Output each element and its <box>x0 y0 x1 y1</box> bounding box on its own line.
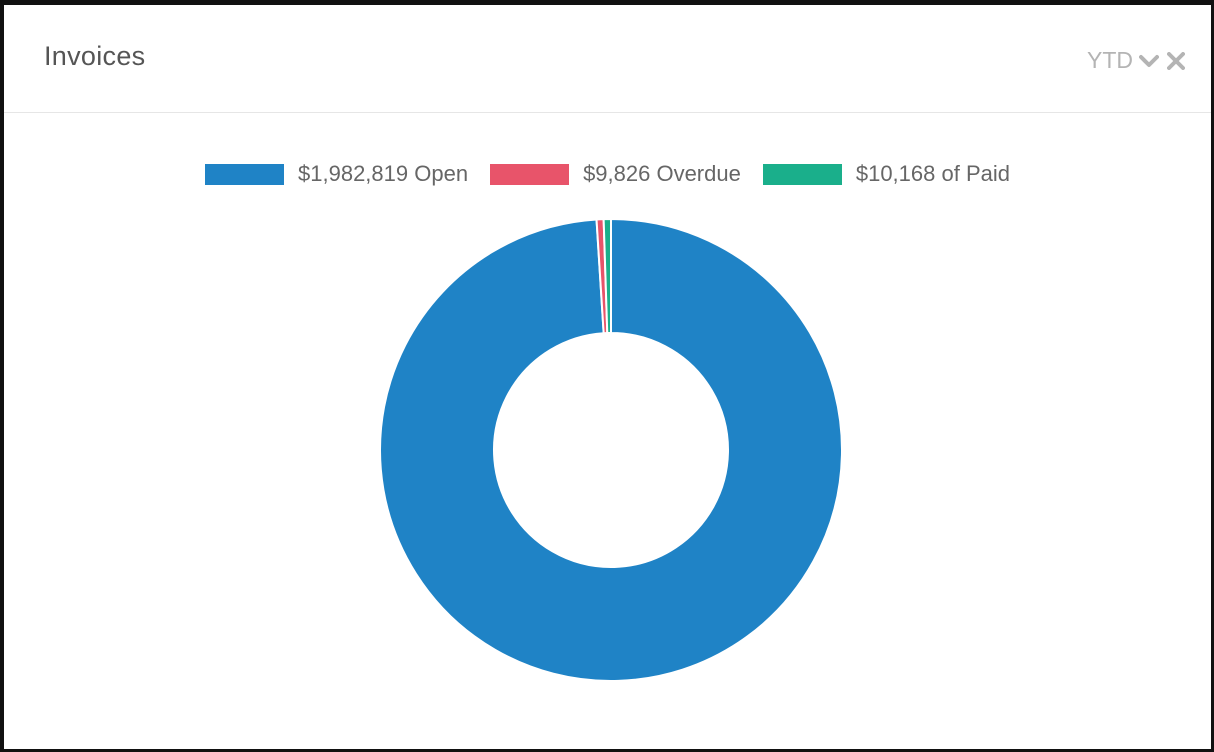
slice-paid[interactable] <box>602 217 612 335</box>
chevron-down-icon <box>1139 54 1159 68</box>
chart-legend: $1,982,819 Open $9,826 Overdue $10,168 o… <box>4 161 1211 187</box>
legend-swatch-overdue <box>490 163 570 185</box>
legend-swatch-open <box>205 163 285 185</box>
legend-label-open: $1,982,819 Open <box>298 161 469 186</box>
chart-area: $1,982,819 Open $9,826 Overdue $10,168 o… <box>4 113 1211 749</box>
widget-header: Invoices YTD <box>4 5 1211 113</box>
slice-open[interactable] <box>379 217 843 682</box>
period-dropdown[interactable]: YTD <box>1087 47 1159 74</box>
legend-label-overdue: $9,826 Overdue <box>583 161 741 186</box>
legend-item-overdue[interactable]: $9,826 Overdue <box>490 161 741 187</box>
donut-chart <box>379 217 843 682</box>
legend-label-paid: $10,168 of Paid <box>855 161 1010 186</box>
legend-item-paid[interactable]: $10,168 of Paid <box>762 161 1010 187</box>
legend-swatch-paid <box>762 163 842 185</box>
legend-item-open[interactable]: $1,982,819 Open <box>205 161 468 187</box>
period-label: YTD <box>1087 47 1133 73</box>
close-icon[interactable] <box>1167 51 1185 70</box>
widget-title: Invoices <box>44 41 146 71</box>
header-controls: YTD <box>1087 47 1185 74</box>
